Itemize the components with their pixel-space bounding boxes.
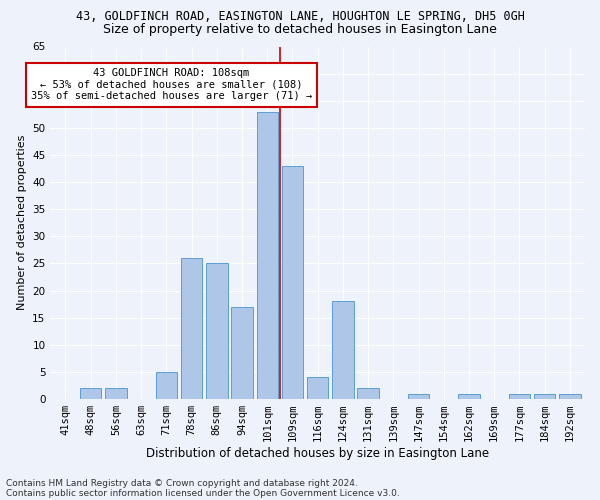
Bar [206,264,227,399]
Text: Contains public sector information licensed under the Open Government Licence v3: Contains public sector information licen… [6,488,400,498]
Bar [458,394,480,399]
Bar [332,302,353,399]
Text: Size of property relative to detached houses in Easington Lane: Size of property relative to detached ho… [103,22,497,36]
Bar [105,388,127,399]
Text: 43, GOLDFINCH ROAD, EASINGTON LANE, HOUGHTON LE SPRING, DH5 0GH: 43, GOLDFINCH ROAD, EASINGTON LANE, HOUG… [76,10,524,23]
Text: Contains HM Land Registry data © Crown copyright and database right 2024.: Contains HM Land Registry data © Crown c… [6,478,358,488]
Bar [307,378,328,399]
Bar [534,394,556,399]
Bar [509,394,530,399]
Bar [257,112,278,399]
Bar [559,394,581,399]
Y-axis label: Number of detached properties: Number of detached properties [17,135,26,310]
Bar [408,394,429,399]
Bar [358,388,379,399]
Bar [80,388,101,399]
Text: 43 GOLDFINCH ROAD: 108sqm
← 53% of detached houses are smaller (108)
35% of semi: 43 GOLDFINCH ROAD: 108sqm ← 53% of detac… [31,68,312,102]
Bar [282,166,303,399]
Bar [155,372,177,399]
X-axis label: Distribution of detached houses by size in Easington Lane: Distribution of detached houses by size … [146,447,489,460]
Bar [181,258,202,399]
Bar [231,307,253,399]
